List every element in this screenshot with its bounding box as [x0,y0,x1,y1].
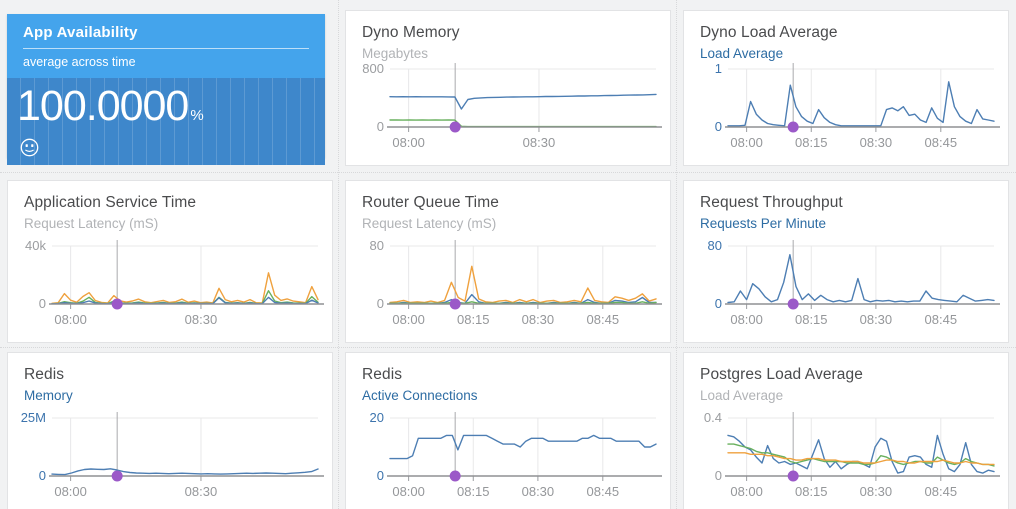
svg-text:08:00: 08:00 [730,312,763,327]
panel-title: Postgres Load Average [700,366,863,383]
panel-application-service-time: Application Service Time Request Latency… [7,180,333,343]
app-availability-panel[interactable]: App Availability average across time 100… [7,14,325,165]
svg-text:08:30: 08:30 [185,312,218,327]
panel-subtitle: average across time [23,55,136,69]
panel-title: Router Queue Time [362,194,499,211]
svg-text:08:00: 08:00 [54,312,87,327]
panel-title: Redis [362,366,403,383]
panel-title: Dyno Load Average [700,24,838,41]
svg-text:0: 0 [377,119,384,134]
svg-text:08:45: 08:45 [587,312,620,327]
redis-active-connections-chart[interactable]: 08:00 08:15 08:30 08:45 20 0 [346,410,672,506]
app-availability-header: App Availability average across time [7,14,325,78]
svg-text:08:30: 08:30 [522,484,555,499]
panel-title: Redis [24,366,65,383]
smiley-face-icon [20,138,39,157]
grid-separator-vertical [338,0,339,509]
panel-title: Dyno Memory [362,24,460,41]
svg-text:08:30: 08:30 [860,312,893,327]
availability-unit: % [190,107,204,124]
svg-text:0: 0 [39,296,46,311]
panel-dyno-memory: Dyno Memory Megabytes 08:00 08:30 800 0 [345,10,671,166]
router-queue-time-chart[interactable]: 08:00 08:15 08:30 08:45 80 0 [346,238,672,334]
panel-title: App Availability [23,24,138,41]
svg-text:08:30: 08:30 [522,312,555,327]
panel-dyno-load-average: Dyno Load Average Load Average 08:00 08:1… [683,10,1009,166]
svg-text:08:30: 08:30 [523,135,556,150]
svg-text:08:30: 08:30 [185,484,218,499]
svg-text:08:45: 08:45 [925,484,958,499]
svg-text:08:00: 08:00 [392,135,425,150]
panel-subtitle: Megabytes [362,46,429,61]
svg-text:20: 20 [370,410,384,425]
svg-text:80: 80 [708,238,722,253]
redis-memory-chart[interactable]: 08:00 08:30 25M 0 [8,410,334,506]
svg-text:0: 0 [715,119,722,134]
svg-text:08:15: 08:15 [457,312,490,327]
panel-title: Application Service Time [24,194,197,211]
svg-text:08:30: 08:30 [860,135,893,150]
grid-separator-horizontal [0,347,1016,348]
svg-text:40k: 40k [25,238,46,253]
svg-text:0: 0 [715,468,722,483]
svg-text:08:00: 08:00 [392,312,425,327]
svg-text:08:30: 08:30 [860,484,893,499]
availability-value: 100.0000% [17,82,204,130]
panel-postgres-load-average: Postgres Load Average Load Average 08:00… [683,352,1009,509]
dyno-memory-chart[interactable]: 08:00 08:30 800 0 [346,61,672,157]
svg-text:08:45: 08:45 [587,484,620,499]
postgres-load-average-chart[interactable]: 08:00 08:15 08:30 08:45 0.4 0 [684,410,1010,506]
panel-router-queue-time: Router Queue Time Request Latency (mS) 0… [345,180,671,343]
panel-subtitle: Load Average [700,388,784,403]
grid-separator-horizontal [0,172,1016,173]
panel-redis-memory: Redis Memory 08:00 08:30 25M 0 [7,352,333,509]
panel-subtitle-link[interactable]: Requests Per Minute [700,216,827,231]
svg-text:0: 0 [39,468,46,483]
grid-separator-vertical [676,0,677,509]
svg-text:08:00: 08:00 [392,484,425,499]
svg-text:08:00: 08:00 [730,135,763,150]
application-service-time-chart[interactable]: 08:00 08:30 40k 0 [8,238,334,334]
panel-subtitle-link[interactable]: Active Connections [362,388,478,403]
svg-text:08:15: 08:15 [795,135,828,150]
request-throughput-chart[interactable]: 08:00 08:15 08:30 08:45 80 0 [684,238,1010,334]
svg-text:08:45: 08:45 [925,135,958,150]
svg-text:0: 0 [715,296,722,311]
panel-title: Request Throughput [700,194,843,211]
panel-subtitle-link[interactable]: Load Average [700,46,784,61]
panel-request-throughput: Request Throughput Requests Per Minute 0… [683,180,1009,343]
svg-text:80: 80 [370,238,384,253]
app-availability-body: 100.0000% [7,78,325,165]
svg-text:1: 1 [715,61,722,76]
svg-text:08:45: 08:45 [925,312,958,327]
title-divider [23,48,309,49]
dyno-load-average-chart[interactable]: 08:00 08:15 08:30 08:45 1 0 [684,61,1010,157]
svg-text:800: 800 [362,61,384,76]
panel-subtitle: Request Latency (mS) [24,216,159,231]
panel-subtitle: Request Latency (mS) [362,216,497,231]
svg-text:08:15: 08:15 [457,484,490,499]
svg-text:0: 0 [377,468,384,483]
svg-text:08:15: 08:15 [795,484,828,499]
panel-subtitle-link[interactable]: Memory [24,388,73,403]
panel-redis-active-connections: Redis Active Connections 08:00 08:15 08:30… [345,352,671,509]
svg-text:08:15: 08:15 [795,312,828,327]
svg-text:08:00: 08:00 [54,484,87,499]
svg-text:25M: 25M [21,410,46,425]
svg-text:08:00: 08:00 [730,484,763,499]
svg-text:0.4: 0.4 [704,410,722,425]
svg-text:0: 0 [377,296,384,311]
